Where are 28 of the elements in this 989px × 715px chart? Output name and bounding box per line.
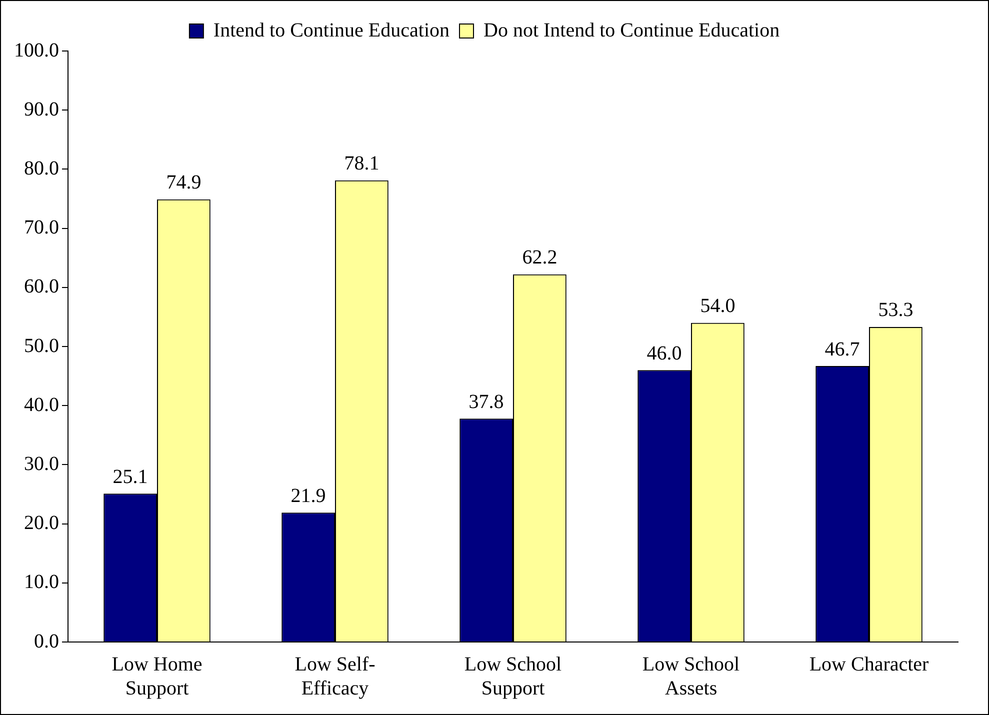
y-tick-label: 30.0 — [24, 452, 59, 475]
data-label: 46.0 — [646, 342, 682, 364]
y-tick-label: 0.0 — [34, 630, 59, 652]
x-tick-label: Low Self-Efficacy — [294, 653, 376, 700]
x-tick-label: Low School Support — [464, 653, 562, 700]
y-tick-label: 80.0 — [24, 157, 59, 180]
x-tick-label: Low School Assets — [642, 653, 740, 700]
x-tick-label: Low Home Support — [112, 653, 202, 700]
y-tick-label: 90.0 — [24, 98, 59, 120]
data-label: 54.0 — [700, 295, 736, 318]
y-tick-label: 100.0 — [14, 39, 59, 62]
y-tick-label: 60.0 — [24, 276, 59, 298]
data-label: 53.3 — [878, 299, 914, 322]
legend-label: Do not Intend to Continue Education — [484, 19, 780, 42]
y-tick-label: 50.0 — [24, 334, 59, 357]
y-tick-label: 40.0 — [24, 394, 59, 416]
data-label: 37.8 — [468, 390, 504, 413]
data-label: 21.9 — [290, 484, 326, 507]
data-label: 62.2 — [522, 246, 558, 269]
legend-label: Intend to Continue Education — [213, 19, 450, 42]
data-label: 78.1 — [344, 152, 380, 175]
data-label: 46.7 — [824, 338, 860, 360]
data-label: 74.9 — [166, 172, 202, 194]
y-tick-label: 70.0 — [24, 216, 59, 239]
data-label: 25.1 — [112, 466, 148, 488]
y-tick-label: 10.0 — [24, 571, 59, 594]
y-tick-label: 20.0 — [24, 512, 59, 534]
x-tick-label: Low Character — [809, 653, 930, 676]
